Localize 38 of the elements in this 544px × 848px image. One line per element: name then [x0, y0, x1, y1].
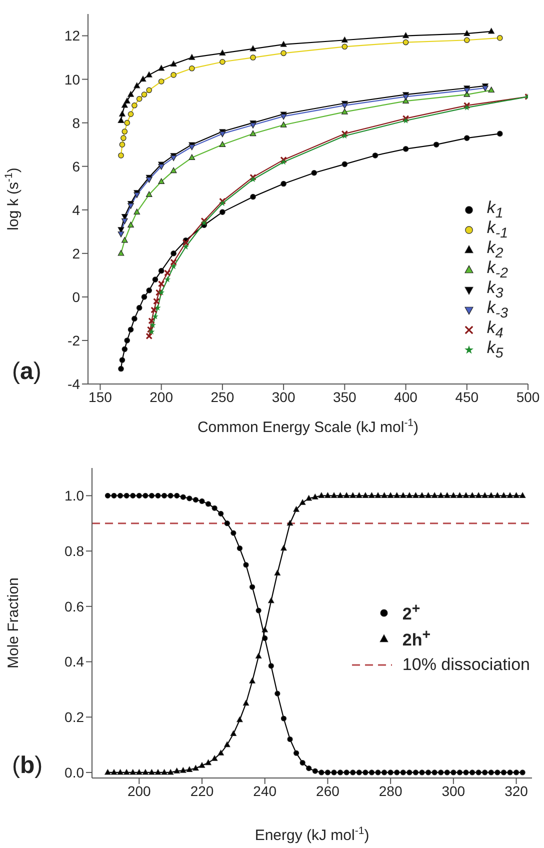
x-tick-label: 220 [190, 782, 214, 799]
x-tick-label: 250 [210, 388, 234, 405]
x-tick-label: 320 [504, 782, 528, 799]
y-tick-label: 0.4 [64, 654, 84, 670]
text: (b) [12, 752, 43, 779]
x-tick-label: 400 [394, 388, 418, 405]
x-tick-label: 450 [455, 388, 479, 405]
y-tick-label: 0.8 [64, 543, 84, 560]
legend-label: 2h$^{+}$ [402, 627, 431, 651]
x-tick-label: 300 [442, 782, 466, 799]
y-tick-label: 2 [72, 245, 80, 262]
x-tick-label: 200 [150, 388, 174, 405]
y-tick-label: -4 [68, 376, 80, 392]
y-tick-label: 8 [72, 114, 80, 131]
y-tick-label: 12 [64, 28, 80, 44]
x-axis-title: Common Energy Scale (kJ mol$^{-1}$) [197, 417, 419, 436]
x-tick-label: 260 [316, 782, 340, 799]
y-tick-label: 6 [72, 158, 80, 174]
x-tick-label: 350 [332, 388, 357, 405]
x-tick-label: 280 [378, 782, 402, 799]
y-tick-label: 10 [64, 71, 80, 88]
y-tick-label: 0.2 [64, 709, 84, 726]
y-tick-label: 0.6 [64, 598, 84, 614]
x-tick-label: 240 [253, 782, 277, 799]
y-tick-label: 1.0 [64, 488, 84, 504]
x-tick-label: 200 [127, 782, 152, 799]
x-tick-label: 150 [88, 388, 112, 405]
x-tick-label: 500 [516, 388, 540, 405]
x-tick-label: 300 [272, 388, 296, 405]
legend-label: 2$^{+}$ [402, 601, 420, 625]
y-tick-label: -2 [68, 332, 80, 348]
text: (a) [12, 358, 42, 385]
y-axis-title: Mole Fraction [5, 578, 22, 668]
legend-label: 10% dissociation [402, 655, 530, 675]
x-axis-title: Energy (kJ mol$^{-1}$) [254, 825, 370, 844]
y-tick-label: 0.0 [64, 764, 84, 780]
y-tick-label: 4 [72, 202, 80, 218]
y-tick-label: 0 [72, 288, 80, 305]
